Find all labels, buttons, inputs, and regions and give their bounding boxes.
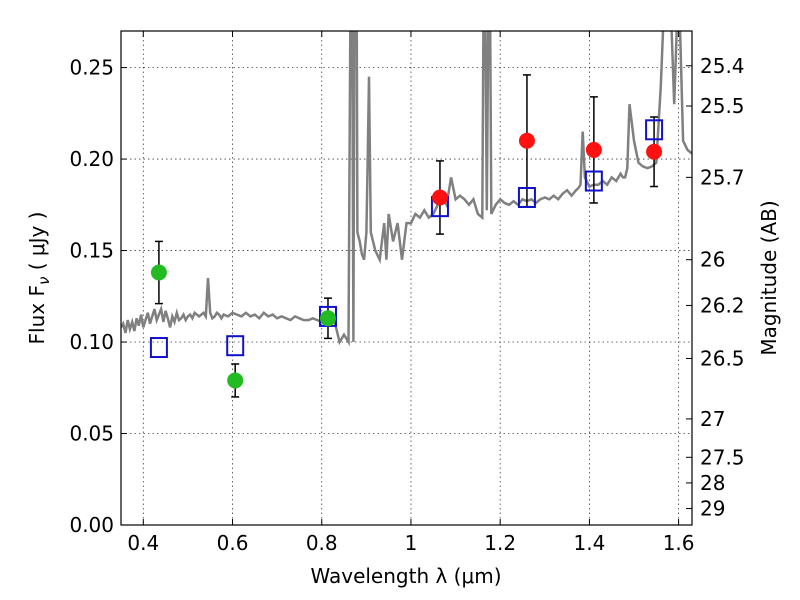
model-flux-square bbox=[517, 186, 536, 208]
model-flux-square bbox=[226, 335, 245, 357]
y-tick-label: 0.20 bbox=[69, 147, 114, 171]
observed-flux-point bbox=[518, 132, 535, 149]
observed-flux-point bbox=[319, 310, 336, 327]
right-axis-label: Magnitude (AB) bbox=[757, 200, 781, 355]
y-tick-label: 0.25 bbox=[69, 56, 114, 80]
y-tick-label: 0.05 bbox=[69, 422, 114, 446]
axis-ticks: 0.4 0.6 0.8 1 1.2 1.4 1.6 0.00 0.05 0.10 0.15 0.20 0… bbox=[69, 31, 745, 555]
x-tick-label: 0.8 bbox=[306, 531, 338, 555]
right-tick-label: 25.7 bbox=[700, 165, 745, 189]
right-tick-label: 27 bbox=[700, 407, 725, 431]
x-tick-label: 0.4 bbox=[127, 531, 159, 555]
model-flux-square bbox=[149, 337, 168, 359]
error-bars bbox=[154, 74, 659, 398]
plot-frame bbox=[120, 30, 693, 526]
data-markers bbox=[149, 119, 664, 389]
right-tick-label: 27.5 bbox=[700, 445, 745, 469]
right-tick-label: 28 bbox=[700, 471, 725, 495]
model-flux-square bbox=[584, 170, 603, 192]
observed-flux-point bbox=[150, 264, 167, 281]
observed-flux-point bbox=[431, 189, 448, 206]
grid-lines bbox=[121, 31, 692, 526]
right-tick-label: 26.2 bbox=[700, 293, 745, 317]
observed-flux-point bbox=[227, 372, 244, 389]
x-tick-label: 1.2 bbox=[484, 531, 516, 555]
x-tick-label: 1.4 bbox=[573, 531, 605, 555]
model-flux-square bbox=[645, 119, 664, 141]
observed-flux-point bbox=[585, 141, 602, 158]
y-axis-label: Flux Fν ( μJy ) bbox=[25, 212, 53, 345]
x-tick-label: 1 bbox=[405, 531, 418, 555]
observed-flux-point bbox=[646, 143, 663, 160]
model-spectrum-line bbox=[121, 31, 692, 347]
y-tick-label: 0.15 bbox=[69, 239, 114, 263]
right-tick-label: 29 bbox=[700, 497, 725, 521]
x-axis-label: Wavelength λ (μm) bbox=[310, 564, 501, 588]
right-tick-label: 25.4 bbox=[700, 54, 745, 78]
x-tick-label: 0.6 bbox=[217, 531, 249, 555]
right-tick-label: 26.5 bbox=[700, 347, 745, 371]
right-tick-label: 25.5 bbox=[700, 94, 745, 118]
x-tick-label: 1.6 bbox=[663, 531, 695, 555]
right-tick-label: 26 bbox=[700, 248, 725, 272]
y-tick-label: 0.00 bbox=[69, 513, 114, 537]
y-tick-label: 0.10 bbox=[69, 330, 114, 354]
